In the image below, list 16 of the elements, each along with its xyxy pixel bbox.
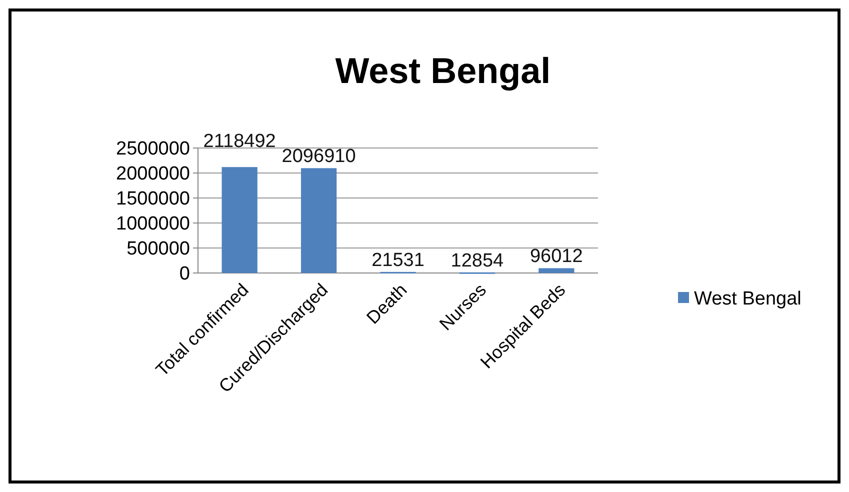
y-tick-label: 1000000 — [116, 214, 190, 235]
y-tick-label: 1500000 — [116, 188, 190, 210]
legend-label: West Bengal — [694, 288, 802, 310]
bar — [222, 167, 258, 273]
bar — [538, 268, 574, 273]
data-label: 21531 — [372, 250, 424, 271]
bar — [300, 168, 337, 273]
data-label: 96012 — [530, 246, 583, 268]
chart-title: West Bengal — [335, 50, 551, 91]
y-tick-label: 0 — [179, 264, 190, 285]
data-label: 12854 — [450, 250, 504, 272]
data-label: 2096910 — [282, 146, 356, 168]
y-tick-label: 2500000 — [116, 138, 190, 160]
y-tick-label: 500000 — [126, 238, 190, 260]
y-tick-label: 2000000 — [116, 164, 190, 185]
data-label: 2118492 — [203, 131, 276, 152]
